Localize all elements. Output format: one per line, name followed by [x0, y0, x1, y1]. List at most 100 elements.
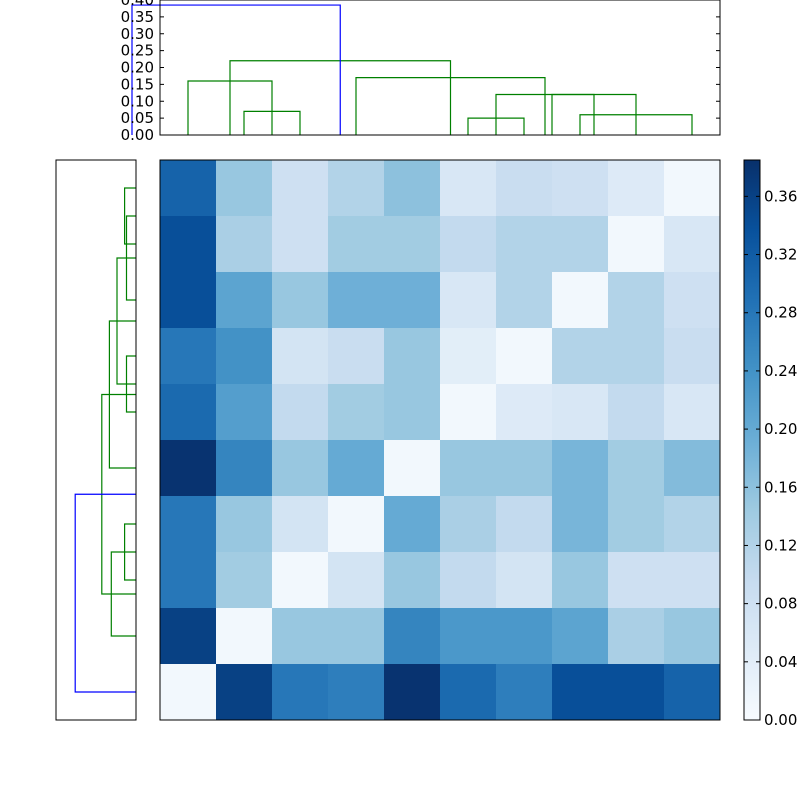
heatmap-cell — [328, 384, 385, 441]
heatmap-cell — [608, 608, 665, 665]
heatmap-cell — [440, 384, 497, 441]
heatmap-cell — [664, 608, 721, 665]
heatmap-cell — [552, 664, 609, 721]
heatmap-cell — [440, 440, 497, 497]
top-dendrogram — [131, 4, 693, 135]
heatmap-cell — [160, 664, 217, 721]
heatmap-cell — [496, 664, 553, 721]
heatmap-cell — [384, 160, 441, 217]
heatmap-cell — [496, 440, 553, 497]
heatmap-cell — [664, 384, 721, 441]
left-dendrogram-link — [74, 493, 136, 693]
heatmap-cell — [272, 664, 329, 721]
heatmap-cell — [160, 384, 217, 441]
top-dendrogram-tick-label: 0.25 — [121, 42, 154, 60]
heatmap-cell — [328, 216, 385, 273]
heatmap-cell — [440, 272, 497, 329]
top-dendrogram-link — [131, 4, 341, 135]
heatmap-cell — [216, 664, 273, 721]
heatmap-cell — [552, 272, 609, 329]
heatmap-cell — [328, 440, 385, 497]
heatmap-cell — [440, 160, 497, 217]
heatmap-cell — [272, 440, 329, 497]
colorbar-tick-label: 0.32 — [764, 246, 797, 264]
heatmap-cell — [496, 216, 553, 273]
heatmap-cell — [328, 552, 385, 609]
heatmap-cell — [384, 328, 441, 385]
heatmap-cell — [216, 272, 273, 329]
heatmap-cell — [440, 664, 497, 721]
top-dendrogram-tick-label: 0.10 — [121, 92, 154, 110]
heatmap-cell — [552, 384, 609, 441]
heatmap-cell — [272, 272, 329, 329]
left-dendrogram-link — [124, 187, 136, 245]
heatmap-cell — [384, 216, 441, 273]
heatmap-cell — [552, 608, 609, 665]
heatmap-cell — [328, 496, 385, 553]
heatmap-cell — [608, 384, 665, 441]
heatmap-cell — [216, 440, 273, 497]
heatmap-cell — [664, 216, 721, 273]
heatmap-cell — [384, 496, 441, 553]
heatmap-cell — [160, 216, 217, 273]
heatmap-cell — [160, 552, 217, 609]
heatmap-cell — [272, 384, 329, 441]
heatmap-cell — [328, 608, 385, 665]
heatmap-cell — [216, 328, 273, 385]
heatmap-cell — [496, 608, 553, 665]
colorbar-tick-label: 0.20 — [764, 420, 797, 438]
heatmap-cell — [384, 664, 441, 721]
heatmap-cell — [328, 160, 385, 217]
heatmap-cell — [664, 552, 721, 609]
heatmap-cell — [440, 552, 497, 609]
heatmap-cell — [608, 440, 665, 497]
heatmap-cell — [664, 328, 721, 385]
colorbar-tick-label: 0.24 — [764, 362, 797, 380]
heatmap-cell — [216, 496, 273, 553]
heatmap-cell — [496, 272, 553, 329]
heatmap-cell — [384, 608, 441, 665]
heatmap-cell — [440, 328, 497, 385]
top-dendrogram-tick-label: 0.00 — [121, 126, 154, 144]
heatmap-cell — [552, 496, 609, 553]
heatmap-cell — [664, 496, 721, 553]
heatmap-cell — [272, 552, 329, 609]
heatmap-cell — [664, 664, 721, 721]
heatmap-cell — [496, 496, 553, 553]
colorbar-tick-label: 0.28 — [764, 304, 797, 322]
heatmap-cell — [552, 160, 609, 217]
heatmap-cell — [160, 160, 217, 217]
heatmap-cell — [496, 552, 553, 609]
heatmap-cell — [160, 328, 217, 385]
heatmap-cell — [664, 160, 721, 217]
top-dendrogram-tick-label: 0.05 — [121, 109, 154, 127]
heatmap-cell — [608, 160, 665, 217]
heatmap-cell — [384, 552, 441, 609]
heatmap-cell — [160, 440, 217, 497]
heatmap-cell — [496, 384, 553, 441]
top-dendrogram-tick-label: 0.35 — [121, 8, 154, 26]
left-dendrogram-frame — [55, 159, 137, 721]
top-dendrogram-tick-label: 0.30 — [121, 25, 154, 43]
colorbar — [743, 159, 761, 721]
heatmap-cell — [552, 552, 609, 609]
colorbar-tick-label: 0.00 — [764, 711, 797, 729]
colorbar-axis: 0.00 0.04 0.08 0.12 0.16 0.20 0.24 0.28 0.32 0.36 — [744, 187, 797, 729]
top-dendrogram-tick-label: 0.15 — [121, 75, 154, 93]
heatmap-cell — [216, 384, 273, 441]
heatmap-cell — [328, 328, 385, 385]
heatmap-cell — [496, 160, 553, 217]
heatmap-frame — [159, 159, 721, 721]
heatmap-cell — [272, 216, 329, 273]
heatmap-cell — [664, 440, 721, 497]
heatmap-cell — [160, 272, 217, 329]
heatmap-cell — [160, 608, 217, 665]
top-dendrogram-tick-label: 0.20 — [121, 59, 154, 77]
heatmap-cell — [216, 552, 273, 609]
colorbar-tick-label: 0.12 — [764, 536, 797, 554]
heatmap-cell — [216, 160, 273, 217]
heatmap-cell — [552, 328, 609, 385]
heatmap-cell — [608, 272, 665, 329]
top-dendrogram-y-axis: 0.000.050.100.150.200.250.300.350.40 — [121, 0, 720, 144]
